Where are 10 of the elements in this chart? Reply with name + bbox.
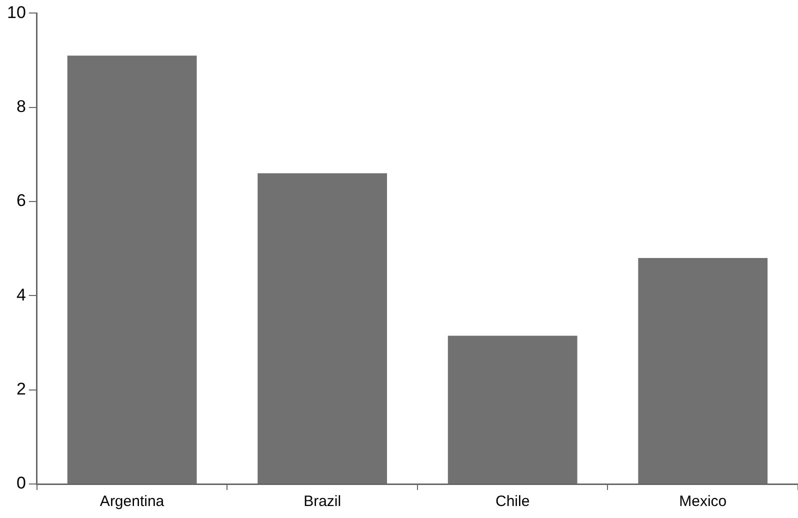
y-tick-label: 10 xyxy=(6,2,26,22)
x-tick-label: Argentina xyxy=(100,493,165,510)
y-tick-label: 4 xyxy=(16,285,26,304)
y-tick-label: 0 xyxy=(16,474,26,493)
y-tick-label: 6 xyxy=(16,191,26,210)
x-tick-label: Mexico xyxy=(679,493,727,510)
y-tick-label: 2 xyxy=(16,380,26,399)
y-tick-label: 8 xyxy=(16,97,26,116)
x-tick-label: Brazil xyxy=(304,493,342,510)
x-tick-label: Chile xyxy=(495,493,530,510)
